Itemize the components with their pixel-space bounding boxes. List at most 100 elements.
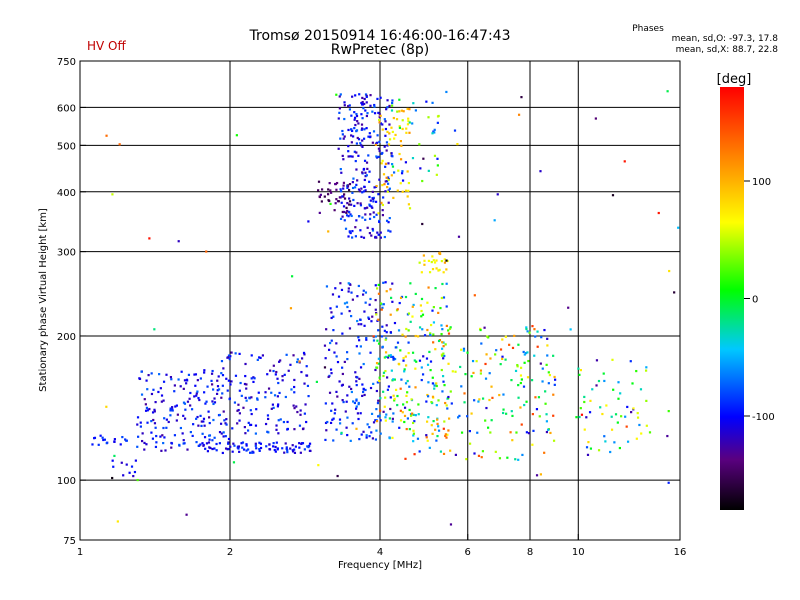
data-point [375, 366, 379, 369]
y-axis-label: Stationary phase Virtual Height [km] [38, 208, 49, 392]
data-point [143, 441, 146, 445]
data-point [365, 95, 368, 99]
data-point [145, 379, 148, 382]
data-point [433, 131, 436, 134]
data-point [336, 474, 339, 478]
data-point [119, 443, 122, 446]
data-point [341, 210, 344, 214]
data-point [182, 414, 185, 417]
data-point [435, 173, 438, 176]
data-point [333, 209, 336, 212]
data-point [202, 417, 206, 420]
data-point [418, 326, 422, 329]
data-point [436, 418, 439, 421]
data-point [383, 118, 386, 121]
data-point [457, 416, 460, 419]
data-point [225, 418, 228, 421]
data-point [477, 454, 481, 457]
data-point [298, 360, 301, 363]
data-point [431, 132, 434, 135]
data-point [379, 96, 382, 99]
data-point [540, 336, 543, 339]
data-point [583, 395, 586, 399]
data-point [454, 370, 457, 373]
data-point [379, 419, 382, 422]
data-point [414, 414, 417, 417]
data-point [337, 117, 340, 120]
x-axis-ticks: 1 2 4 6 8 10 16 [77, 534, 686, 558]
data-point [377, 415, 380, 418]
data-point [539, 362, 542, 365]
data-point [303, 382, 306, 385]
data-point [272, 406, 275, 409]
data-point [208, 438, 211, 441]
data-point [422, 355, 425, 358]
data-point [384, 355, 388, 358]
data-point [368, 203, 371, 206]
data-point [376, 134, 379, 137]
data-point [364, 109, 367, 112]
data-point [357, 417, 360, 421]
data-point [614, 413, 618, 416]
data-point [447, 329, 450, 332]
data-point [427, 116, 430, 119]
data-point [387, 162, 390, 165]
data-point [340, 312, 343, 315]
data-point [329, 368, 333, 371]
data-point [330, 316, 333, 320]
data-point [222, 367, 225, 370]
data-point [270, 407, 273, 410]
y-tick-label: 200 [57, 332, 76, 343]
data-point [388, 187, 391, 190]
data-point [579, 369, 582, 372]
data-point [368, 204, 372, 207]
x-tick-label: 6 [465, 547, 471, 558]
data-point [363, 159, 367, 162]
colorbar-unit-label: [deg] [717, 72, 752, 87]
data-point [384, 337, 388, 340]
data-point [239, 381, 242, 385]
data-point [429, 332, 432, 335]
data-point [361, 293, 365, 296]
data-point [349, 155, 352, 158]
data-point [378, 376, 381, 379]
data-point [404, 335, 407, 338]
data-point [547, 382, 550, 385]
data-point [359, 204, 363, 207]
data-point [220, 396, 223, 399]
data-point [519, 406, 522, 409]
data-point [356, 120, 359, 123]
phases-x-stats: mean, sd,X: 88.7, 22.8 [676, 45, 779, 55]
data-point [645, 424, 648, 427]
data-point [357, 401, 360, 405]
data-point [423, 259, 426, 262]
data-point [170, 378, 173, 381]
data-point [343, 101, 346, 104]
data-point [363, 310, 366, 313]
data-point [372, 197, 375, 201]
data-point [365, 338, 368, 341]
data-point [347, 150, 350, 153]
data-point [330, 191, 333, 194]
data-point [264, 422, 268, 426]
data-point [543, 328, 546, 332]
data-point [401, 127, 404, 131]
data-point [338, 380, 341, 383]
data-point [371, 206, 374, 209]
data-point [355, 405, 358, 408]
data-point [291, 444, 294, 447]
data-point [386, 144, 389, 147]
data-point [519, 381, 522, 385]
data-point [580, 413, 584, 416]
data-point [298, 442, 301, 445]
data-point [343, 117, 346, 121]
data-point [332, 329, 335, 332]
data-point [591, 388, 594, 391]
data-point [413, 420, 416, 423]
data-point [259, 446, 263, 450]
data-point [626, 440, 630, 443]
data-point [384, 180, 387, 183]
data-point [428, 350, 431, 354]
data-point [369, 386, 373, 390]
data-point [398, 426, 401, 429]
